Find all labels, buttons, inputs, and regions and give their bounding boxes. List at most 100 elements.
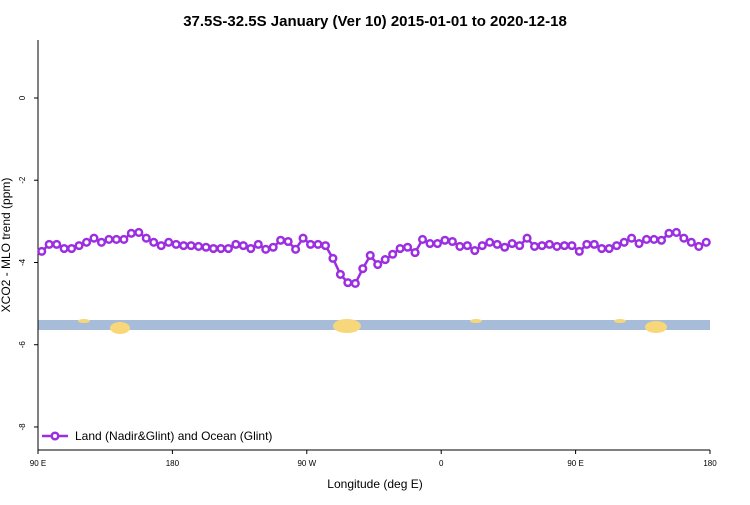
marker bbox=[470, 246, 480, 256]
marker bbox=[686, 237, 696, 247]
marker bbox=[52, 239, 62, 249]
legend-marker bbox=[50, 431, 60, 441]
marker bbox=[649, 234, 659, 244]
marker bbox=[119, 234, 129, 244]
y-tick-label: -4 bbox=[18, 258, 27, 266]
marker bbox=[313, 239, 323, 249]
marker bbox=[126, 228, 136, 238]
x-tick-label: 90 E bbox=[567, 459, 583, 468]
marker bbox=[365, 250, 375, 261]
marker bbox=[589, 239, 599, 249]
marker bbox=[283, 236, 293, 247]
y-axis-label: XCO2 - MLO trend (ppm) bbox=[0, 178, 13, 313]
marker bbox=[231, 239, 241, 249]
x-axis-label: Longitude (deg E) bbox=[327, 477, 422, 491]
chart-title: 37.5S-32.5S January (Ver 10) 2015-01-01 … bbox=[183, 13, 567, 30]
marker bbox=[694, 241, 704, 251]
marker bbox=[612, 241, 622, 251]
marker bbox=[477, 241, 487, 251]
marker bbox=[208, 243, 219, 254]
marker bbox=[537, 241, 547, 251]
marker bbox=[619, 237, 629, 247]
marker bbox=[291, 244, 301, 254]
marker bbox=[89, 233, 99, 243]
marker bbox=[358, 264, 368, 274]
marker bbox=[328, 253, 338, 263]
marker bbox=[320, 241, 331, 251]
marker bbox=[223, 243, 233, 254]
marker bbox=[574, 246, 584, 256]
y-tick-label: -6 bbox=[18, 341, 27, 349]
marker bbox=[388, 249, 398, 259]
marker bbox=[567, 241, 577, 251]
marker bbox=[403, 242, 413, 252]
marker bbox=[59, 243, 69, 254]
marker bbox=[253, 239, 263, 249]
marker bbox=[410, 248, 420, 258]
marker bbox=[179, 241, 189, 251]
marker bbox=[111, 234, 121, 244]
marker bbox=[627, 233, 637, 243]
marker bbox=[305, 239, 316, 249]
legend-label: Land (Nadir&Glint) and Ocean (Glint) bbox=[75, 429, 272, 443]
marker bbox=[552, 241, 562, 251]
marker bbox=[343, 278, 353, 288]
marker bbox=[559, 241, 569, 251]
marker bbox=[455, 241, 465, 251]
marker bbox=[656, 235, 667, 245]
marker bbox=[134, 227, 144, 238]
map-strip bbox=[38, 319, 710, 334]
marker bbox=[298, 233, 308, 243]
x-tick-label: 180 bbox=[703, 459, 717, 468]
x-tick-label: 90 W bbox=[297, 459, 316, 468]
marker bbox=[350, 278, 360, 289]
x-tick-label: 90 E bbox=[30, 459, 46, 468]
marker bbox=[425, 239, 435, 249]
marker bbox=[544, 239, 555, 249]
marker bbox=[417, 234, 428, 244]
marker bbox=[462, 241, 472, 251]
marker bbox=[276, 235, 286, 245]
marker bbox=[74, 241, 84, 251]
marker bbox=[104, 234, 114, 244]
marker bbox=[664, 228, 674, 238]
marker bbox=[634, 239, 644, 249]
marker bbox=[201, 242, 211, 252]
marker bbox=[268, 242, 278, 252]
marker bbox=[37, 246, 47, 256]
marker bbox=[597, 243, 607, 254]
marker bbox=[216, 243, 226, 254]
y-tick-label: -8 bbox=[18, 423, 27, 431]
x-tick-label: 0 bbox=[439, 459, 444, 468]
marker bbox=[440, 235, 450, 245]
marker bbox=[522, 233, 532, 243]
marker bbox=[67, 243, 77, 254]
marker bbox=[246, 243, 256, 254]
marker bbox=[238, 241, 248, 251]
marker bbox=[485, 237, 495, 247]
marker bbox=[373, 259, 383, 270]
marker bbox=[141, 233, 151, 243]
marker bbox=[156, 241, 166, 251]
marker bbox=[149, 237, 159, 247]
marker bbox=[701, 237, 711, 247]
marker bbox=[96, 237, 107, 247]
marker bbox=[507, 239, 517, 249]
marker bbox=[171, 239, 181, 249]
marker bbox=[186, 241, 196, 251]
marker bbox=[582, 239, 592, 249]
marker bbox=[193, 241, 204, 251]
marker bbox=[335, 269, 345, 279]
y-tick-label: 0 bbox=[18, 95, 27, 100]
marker bbox=[500, 242, 510, 252]
y-tick-label: -2 bbox=[18, 176, 27, 184]
marker bbox=[641, 234, 652, 244]
marker bbox=[671, 227, 681, 238]
marker bbox=[447, 236, 457, 247]
marker bbox=[515, 241, 525, 251]
marker bbox=[492, 239, 502, 249]
x-tick-label: 180 bbox=[166, 459, 180, 468]
marker bbox=[604, 243, 614, 254]
marker bbox=[380, 255, 390, 265]
